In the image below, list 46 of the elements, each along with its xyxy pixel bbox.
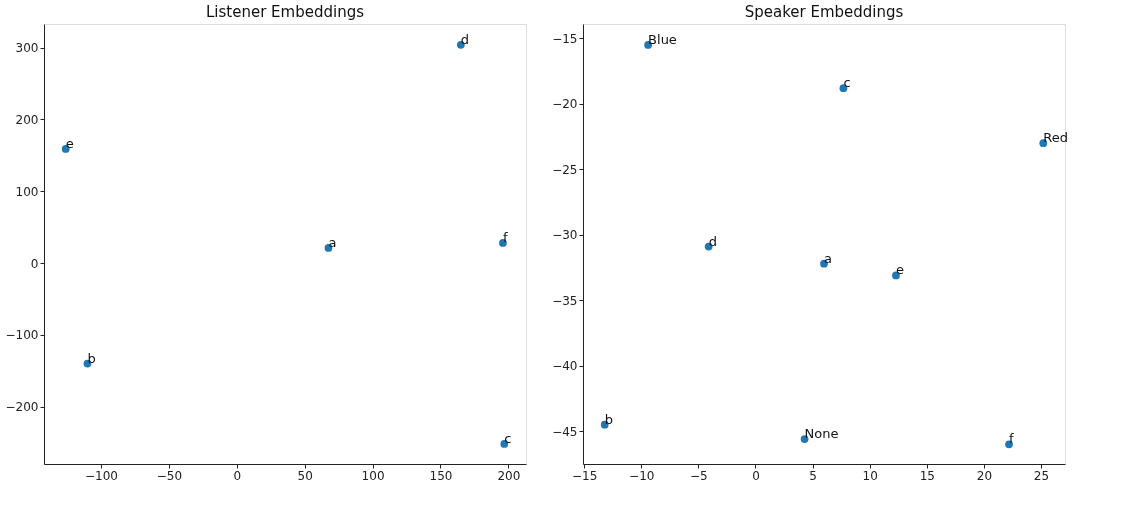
x-tick-label: 200 (497, 468, 521, 483)
y-tick-label: −30 (552, 228, 578, 243)
annotation: c (843, 75, 851, 91)
annotation: Blue (648, 31, 677, 47)
annotation: c (504, 430, 512, 446)
x-tick-label: 25 (1033, 468, 1050, 483)
annotation: f (502, 229, 508, 245)
y-tick-label: −15 (552, 31, 578, 46)
y-tick-label: −35 (552, 293, 578, 308)
x-tick-label: 0 (752, 468, 760, 483)
x-tick-label: −15 (571, 468, 598, 483)
x-tick-label: 15 (919, 468, 935, 483)
x-tick-label: −5 (690, 468, 708, 483)
chart-title: Speaker Embeddings (744, 3, 904, 21)
annotation: d (460, 31, 470, 47)
y-tick-label: −45 (552, 424, 578, 439)
x-tick-label: −50 (156, 468, 183, 483)
y-tick-label: 0 (30, 256, 39, 271)
x-tick-label: 0 (233, 468, 242, 483)
y-tick-label: 100 (15, 184, 39, 199)
annotation: b (87, 350, 96, 366)
annotation: Red (1043, 130, 1068, 146)
x-tick-label: −100 (85, 468, 119, 483)
annotation: b (604, 411, 613, 427)
y-tick-label: −200 (5, 400, 39, 415)
y-tick-label: −40 (552, 359, 578, 374)
y-tick-label: 300 (15, 41, 39, 56)
annotation: a (824, 250, 832, 266)
annotation: e (65, 135, 74, 151)
x-tick-label: 20 (976, 468, 993, 483)
y-tick-label: −25 (552, 162, 578, 177)
x-tick-label: 10 (862, 468, 878, 483)
y-tick-label: 200 (15, 112, 39, 127)
annotation: a (328, 234, 337, 250)
x-tick-label: 100 (361, 468, 385, 483)
y-tick-label: −100 (5, 328, 39, 343)
x-tick-label: 5 (809, 468, 817, 483)
x-tick-label: −10 (629, 468, 655, 483)
x-tick-label: 50 (297, 468, 313, 483)
x-tick-label: 150 (429, 468, 453, 483)
annotation: f (1009, 431, 1015, 447)
y-tick-label: −20 (552, 97, 578, 112)
annotation: d (708, 233, 717, 249)
annotation: None (804, 426, 839, 442)
chart-title: Listener Embeddings (205, 3, 365, 21)
annotation: e (895, 262, 904, 278)
